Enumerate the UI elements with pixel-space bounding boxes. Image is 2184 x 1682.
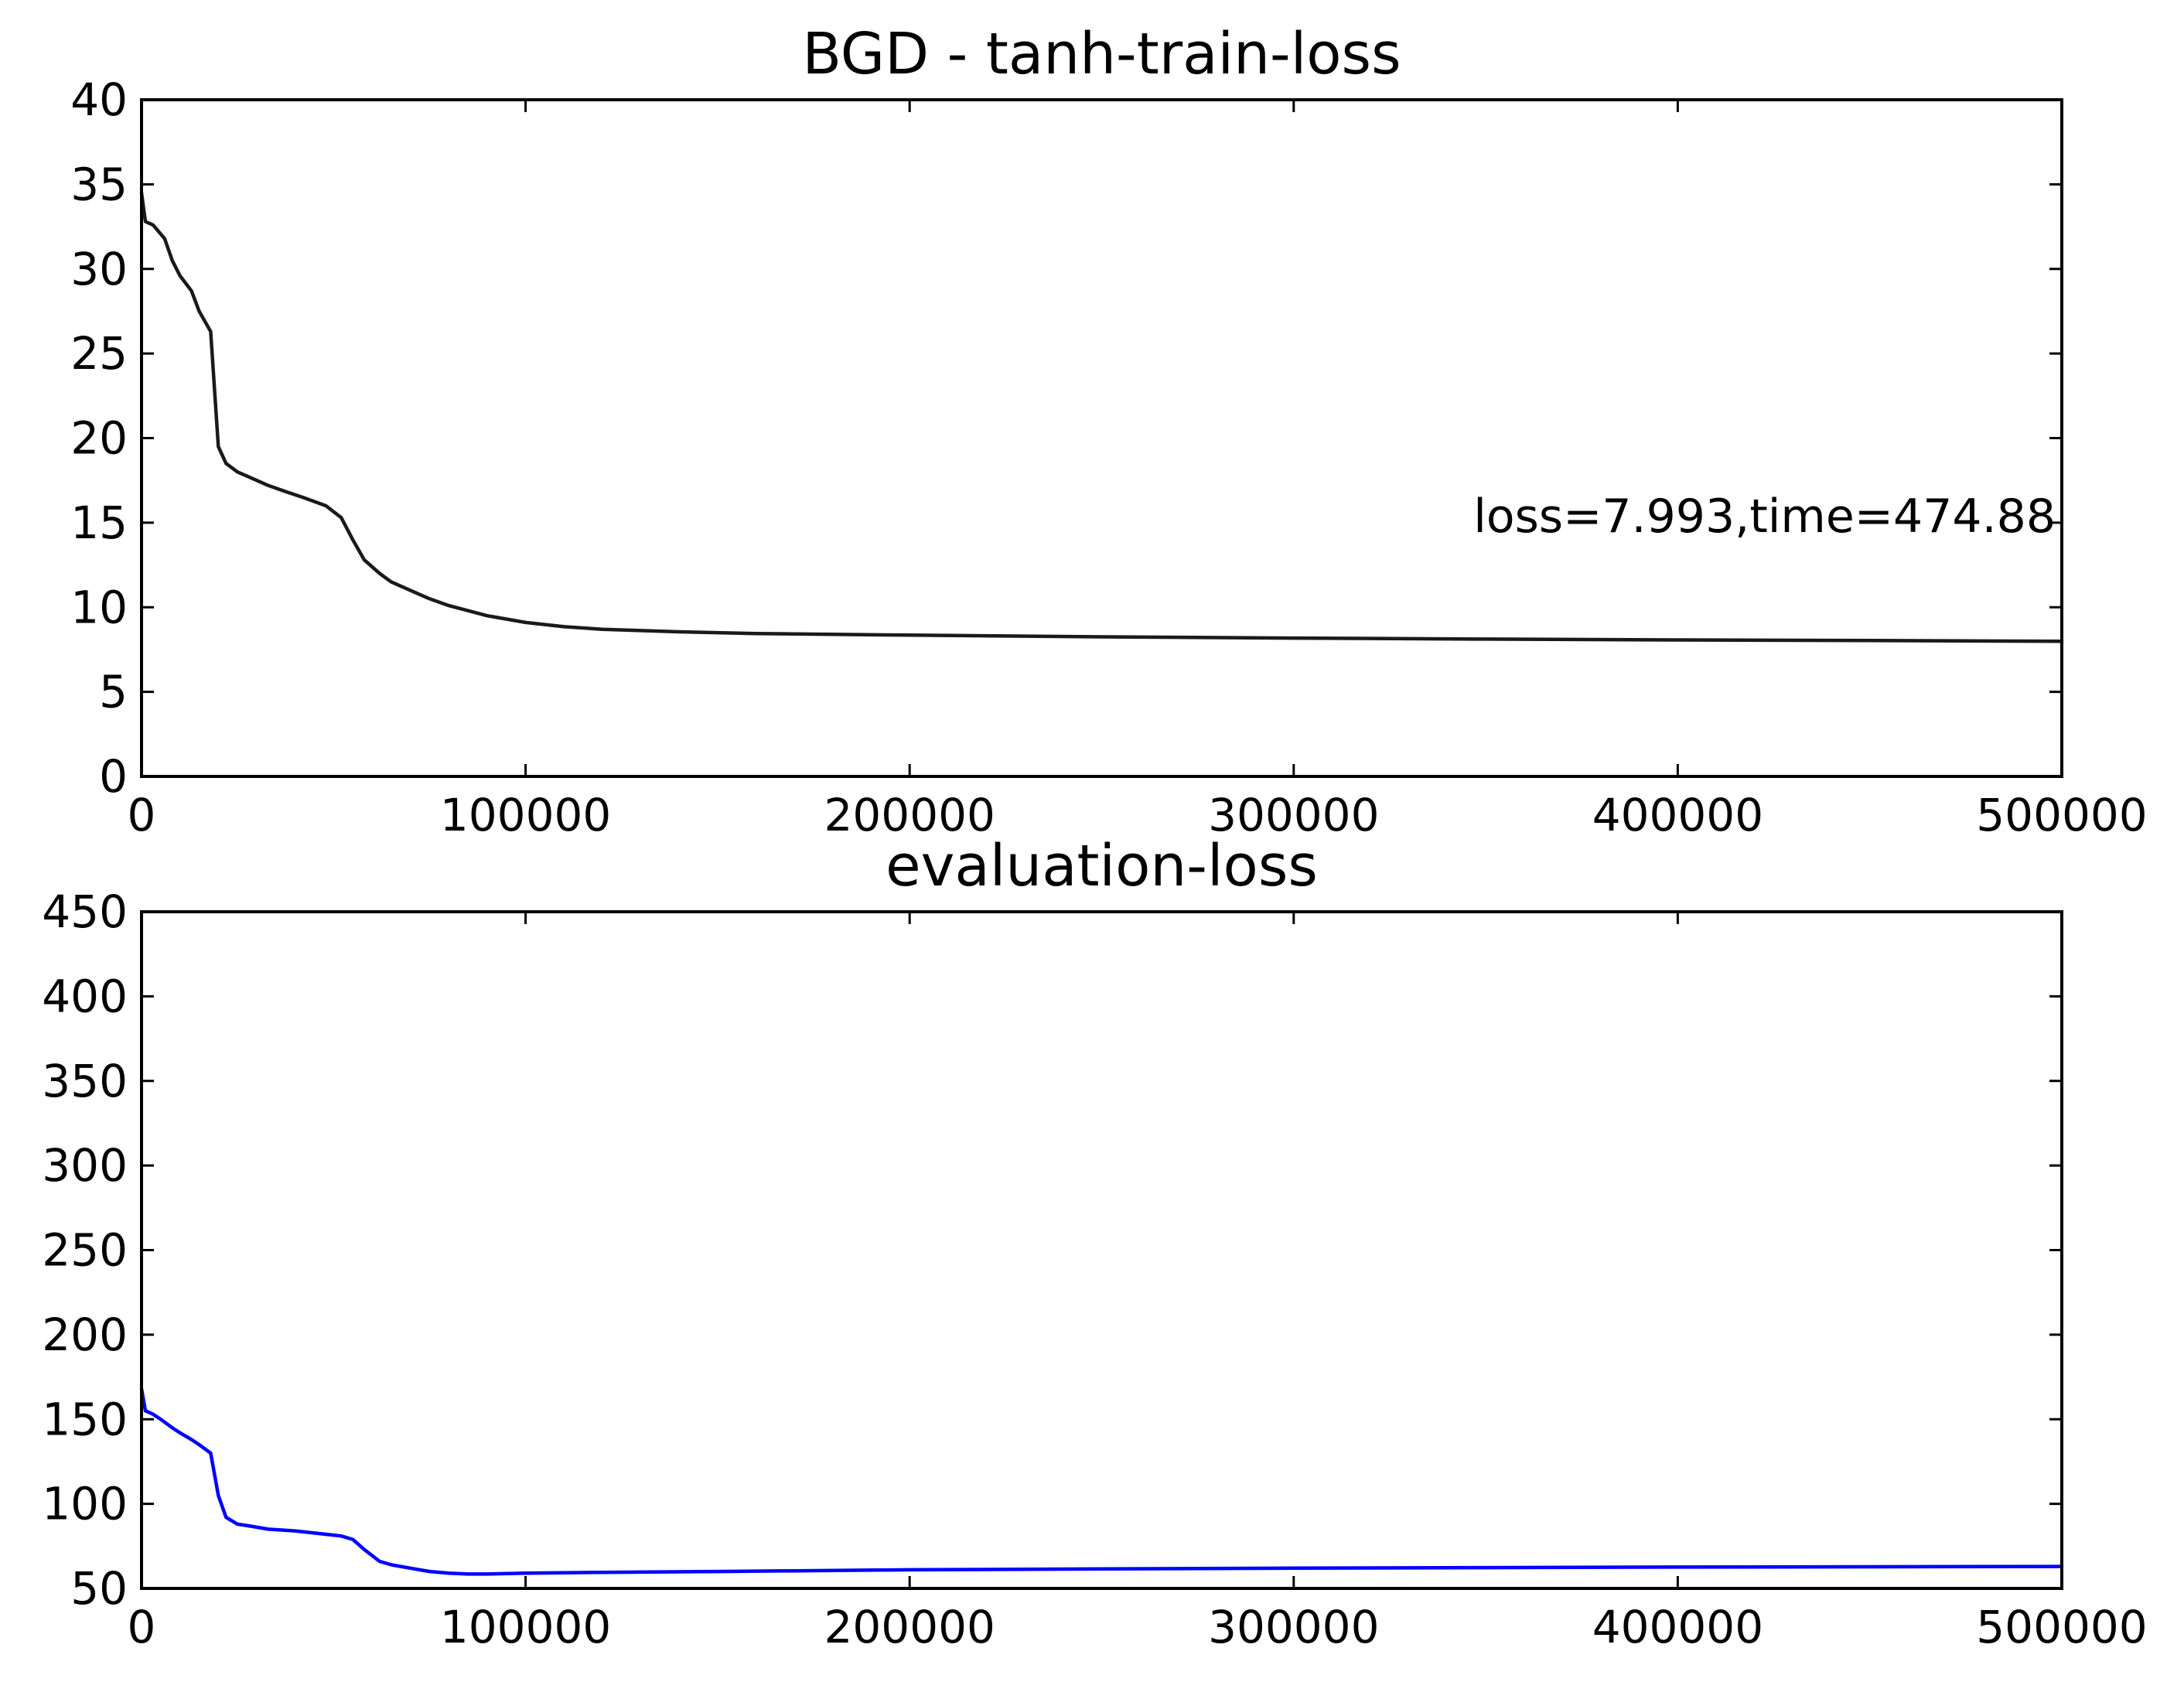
y-tick-label: 450 (42, 885, 128, 938)
y-tick-label: 100 (42, 1478, 128, 1530)
x-tick-label: 500000 (1976, 789, 2147, 841)
y-tick-label: 0 (99, 750, 128, 803)
y-tick-label: 350 (42, 1055, 128, 1107)
y-tick-label: 50 (70, 1562, 128, 1615)
y-tick-label: 400 (42, 970, 128, 1022)
y-tick-label: 35 (70, 158, 128, 210)
series-line-0 (139, 1387, 2064, 1576)
x-tick-label: 400000 (1592, 789, 1763, 841)
y-tick-label: 300 (42, 1139, 128, 1192)
evaluation-loss-chart: evaluation-loss 0 100000 200000 300000 400000… (42, 833, 2147, 1653)
y-tick-label: 20 (70, 412, 128, 465)
chart-title: BGD - tanh-train-loss (802, 21, 1401, 87)
x-tick-label: 100000 (440, 789, 611, 841)
x-tick-label: 0 (128, 1601, 156, 1653)
series-line-0 (139, 191, 2064, 643)
y-tick-label: 40 (70, 73, 128, 126)
y-tick-label: 5 (99, 666, 128, 718)
y-tick-label: 200 (42, 1308, 128, 1361)
x-tick-label: 300000 (1208, 789, 1379, 841)
plot-frame (140, 910, 2063, 1590)
x-tick-label: 200000 (824, 789, 995, 841)
x-tick-label: 200000 (824, 1601, 995, 1653)
y-tick-label: 250 (42, 1224, 128, 1277)
y-tick-label: 30 (70, 243, 128, 295)
annotation-label: loss=7.993,time=474.88 (1473, 490, 2056, 544)
train-loss-chart: BGD - tanh-train-loss 0 100000 200000 300000… (70, 21, 2148, 841)
x-tick-label: 100000 (440, 1601, 611, 1653)
x-tick-label: 400000 (1592, 1601, 1763, 1653)
x-tick-label: 300000 (1208, 1601, 1379, 1653)
plot-frame (140, 98, 2063, 778)
y-tick-label: 10 (70, 581, 128, 633)
x-tick-label: 500000 (1976, 1601, 2147, 1653)
y-tick-label: 25 (70, 327, 128, 380)
y-tick-label: 15 (70, 496, 128, 549)
chart-title: evaluation-loss (886, 833, 1318, 899)
y-tick-label: 150 (42, 1393, 128, 1445)
x-tick-label: 0 (128, 789, 156, 841)
